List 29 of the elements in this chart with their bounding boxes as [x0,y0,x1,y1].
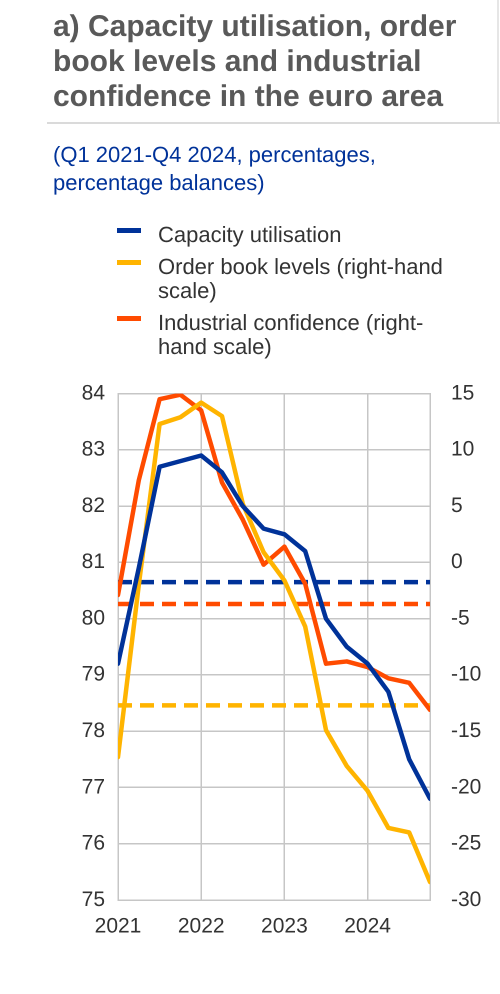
y-tick-label: 84 [82,381,106,404]
y2-tick-label: -10 [451,662,482,686]
x-tick-label: 2021 [94,914,142,938]
x-tick-label: 2022 [178,914,225,938]
y-tick-label: 75 [82,888,105,911]
y-tick-label: 83 [82,438,105,461]
y2-tick-label: -20 [451,775,482,798]
y2-tick-label: -25 [451,832,482,855]
y-tick-label: 79 [82,662,105,686]
y2-tick-label: 15 [451,381,474,404]
y2-tick-label: -30 [451,888,482,911]
y2-tick-label: 10 [451,438,474,461]
y-tick-label: 77 [82,775,105,798]
y-tick-label: 81 [82,550,105,574]
y2-tick-label: -15 [451,718,482,742]
y2-tick-label: 5 [451,494,463,517]
y-tick-label: 76 [82,832,105,855]
y-tick-label: 82 [82,494,105,517]
y2-tick-label: -5 [451,606,470,630]
x-tick-label: 2023 [261,914,308,938]
legend-label: Capacity utilisation [158,222,342,247]
legend-label: Order book levels (right-hand scale) [158,254,444,303]
y-tick-label: 78 [82,718,105,742]
y2-tick-label: 0 [451,550,463,574]
y-tick-label: 80 [82,606,105,630]
chart-title: a) Capacity utilisation, order book levels and industrial confidence in the euro area [53,9,458,114]
chart-subtitle: (Q1 2021-Q4 2024, percentages, percentage balances) [53,141,377,197]
x-tick-label: 2024 [344,914,392,938]
legend-label: Industrial confidence (right-hand scale) [158,310,424,359]
